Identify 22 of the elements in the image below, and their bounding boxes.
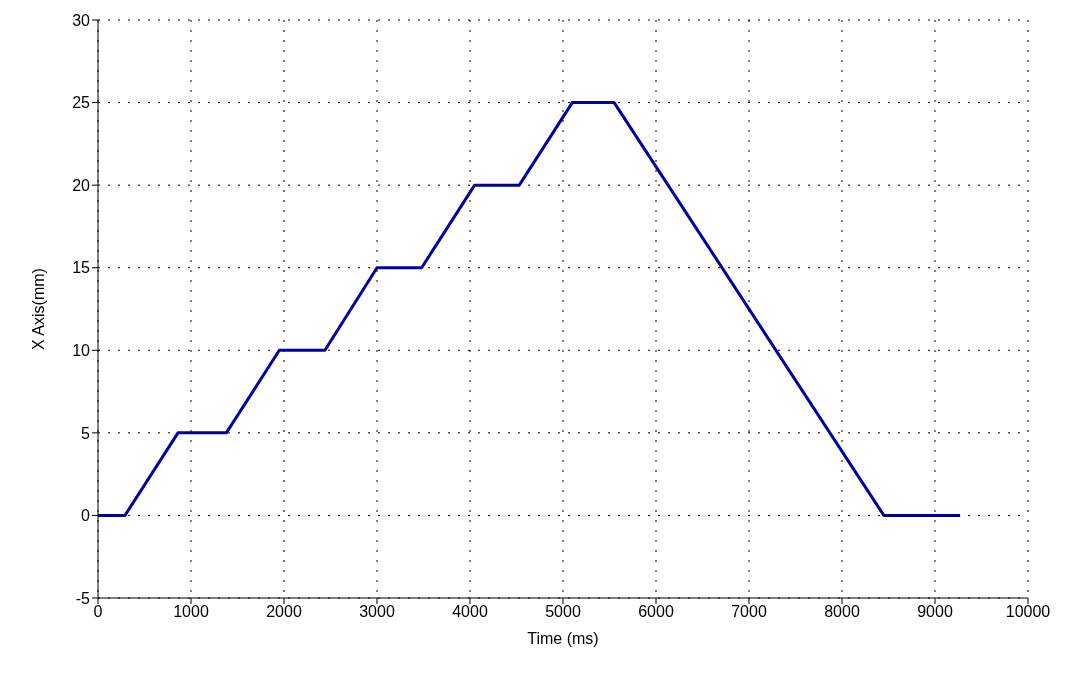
- x-tick-label: 8000: [824, 603, 860, 621]
- y-tick-label: 25: [72, 94, 91, 112]
- y-tick-label: 30: [72, 11, 91, 29]
- x-tick-label: 6000: [638, 603, 674, 621]
- x-tick-label: 1000: [173, 603, 209, 621]
- y-axis-title: X Axis(mm): [29, 268, 47, 350]
- y-tick-label: 0: [81, 507, 91, 525]
- y-tick-label: 5: [81, 424, 91, 442]
- x-tick-label: 0: [93, 603, 103, 621]
- y-tick-label: -5: [75, 589, 91, 607]
- x-tick-label: 4000: [452, 603, 488, 621]
- y-tick-label: 10: [72, 341, 91, 359]
- y-tick-label: 15: [72, 259, 91, 277]
- x-tick-label: 9000: [917, 603, 953, 621]
- x-tick-label: 10000: [1005, 603, 1051, 621]
- x-tick-label: 7000: [731, 603, 767, 621]
- x-axis-title: Time (ms): [527, 630, 599, 647]
- x-tick-label: 3000: [359, 603, 395, 621]
- x-tick-label: 5000: [545, 603, 581, 621]
- line-series: [98, 101, 962, 517]
- y-tick-label: 20: [72, 176, 91, 194]
- x-tick-label: 2000: [266, 603, 302, 621]
